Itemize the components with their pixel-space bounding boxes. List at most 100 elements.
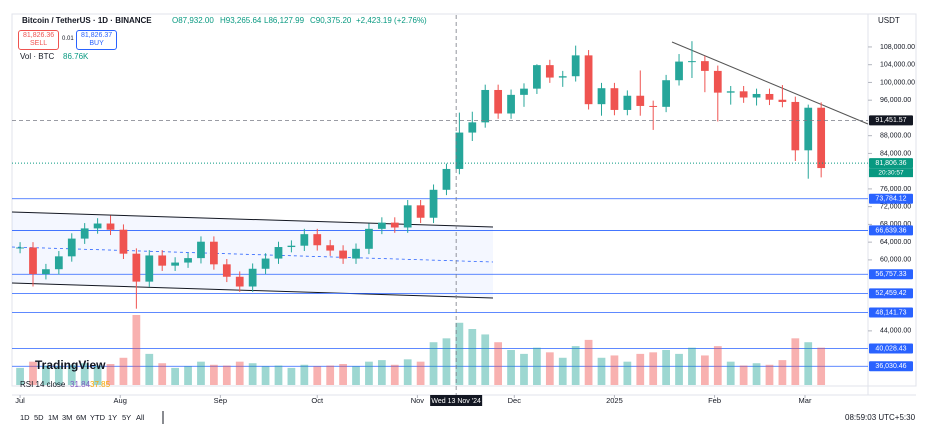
volume-bar <box>636 353 645 385</box>
volume-bar <box>520 353 528 385</box>
x-tick-label: Feb <box>708 396 721 405</box>
level-label: 48,141.73 <box>875 309 906 316</box>
countdown: 20:30:57 <box>878 169 904 176</box>
timeframe-button[interactable]: 1Y <box>108 413 118 422</box>
timeframe-button[interactable]: YTD <box>90 413 105 422</box>
candle-body <box>300 234 309 246</box>
timeframe-button[interactable]: 1M <box>48 413 59 422</box>
y-tick-label: 72,000.00 <box>880 203 911 210</box>
last-price-label: 81,806.36 <box>875 160 906 167</box>
volume-bar <box>662 350 670 385</box>
volume-bar <box>713 346 722 385</box>
candle-body <box>197 241 205 259</box>
candle-body <box>248 268 257 287</box>
candle-body <box>326 245 335 251</box>
volume-bar <box>287 367 296 385</box>
last-price-label-box <box>869 158 913 169</box>
level-label-box <box>869 307 913 318</box>
volume-bar <box>571 346 580 385</box>
candle-body <box>713 70 722 93</box>
y-tick-label: 104,000.00 <box>880 62 915 69</box>
candle-body <box>533 65 541 89</box>
volume-bar <box>171 367 180 385</box>
volume-bar <box>339 364 347 385</box>
candle-body <box>752 93 761 98</box>
volume-bar <box>16 367 24 385</box>
volume-bar <box>675 353 683 385</box>
timeframe-button[interactable]: 5Y <box>122 413 132 422</box>
candle-body <box>610 88 619 110</box>
volume-bar <box>468 329 477 385</box>
volume-bar <box>623 361 632 385</box>
y-tick-label: 96,000.00 <box>880 97 911 104</box>
candle-body <box>184 258 192 263</box>
ohlc-high: H93,265.64 <box>220 16 262 25</box>
volume-bar <box>765 364 774 385</box>
volume-bar <box>791 338 800 385</box>
volume-bar <box>93 365 102 385</box>
volume-bar <box>29 361 37 385</box>
candle-body <box>662 80 670 107</box>
volume-bar <box>739 365 748 385</box>
candle-body <box>455 132 464 169</box>
ohlc-change: +2,423.19 (+2.76%) <box>356 16 427 25</box>
sell-button[interactable]: 81,826.36 SELL <box>18 30 60 50</box>
candle-body <box>158 255 167 266</box>
y-tick-label: 64,000.00 <box>880 239 911 246</box>
buy-price: 81,826.37 <box>81 32 113 39</box>
volume-bar <box>235 361 244 385</box>
candle-body <box>494 89 503 114</box>
candle-body <box>171 262 180 266</box>
channel-upper <box>11 211 494 228</box>
countdown-box <box>869 168 913 178</box>
volume-bar <box>804 342 813 385</box>
candle-body <box>210 241 218 265</box>
candle-body <box>80 228 89 239</box>
volume-bar <box>352 366 360 385</box>
symbol: Bitcoin / TetherUS · 1D · BINANCE <box>22 16 152 25</box>
ohlc-close: C90,375.20 <box>310 16 352 25</box>
channel-mid <box>11 246 494 263</box>
candle-body <box>313 234 322 246</box>
ohlc-low: L86,127.99 <box>264 16 305 25</box>
y-tick-label: 60,000.00 <box>880 257 911 264</box>
level-label: 56,757.33 <box>875 271 906 278</box>
candle-body <box>29 247 37 275</box>
currency[interactable]: USDT <box>878 16 900 25</box>
buy-button[interactable]: 81,826.37 BUY <box>76 30 118 50</box>
timeframe-button[interactable]: 1D <box>20 413 30 422</box>
candle-body <box>377 222 386 229</box>
volume-bar <box>597 357 606 385</box>
y-tick-label: 100,000.00 <box>880 79 915 86</box>
candle-body <box>403 205 412 228</box>
volume-bar <box>54 366 63 385</box>
level-label-box <box>869 269 913 280</box>
trendline <box>671 41 869 125</box>
volume-bar <box>481 334 490 385</box>
volume-bar <box>545 352 554 385</box>
volume-bar <box>700 355 709 385</box>
volume-bar <box>210 364 218 385</box>
timeframe-button[interactable]: 5D <box>34 413 44 422</box>
timeframe-button[interactable]: 6M <box>76 413 87 422</box>
level-label-box <box>869 361 913 372</box>
y-tick-label: 88,000.00 <box>880 133 911 140</box>
candle-body <box>429 189 438 218</box>
volume-bar <box>494 342 503 385</box>
candle-body <box>520 88 528 95</box>
candle-body <box>468 122 477 133</box>
x-tick-label: 2025 <box>606 396 623 405</box>
volume-bar <box>533 347 541 385</box>
level-label-box <box>869 343 913 354</box>
timeframe-button[interactable]: All <box>136 413 145 422</box>
level-label: 52,459.42 <box>875 290 906 297</box>
volume-bar <box>778 360 787 385</box>
timeframe-button[interactable]: 3M <box>62 413 73 422</box>
x-tick-label: Dec <box>508 396 522 405</box>
volume-bar <box>145 353 154 385</box>
candle-body <box>545 65 554 78</box>
rsi-label: RSI 14 close <box>20 380 66 389</box>
candle-body <box>365 228 373 249</box>
volume-bar <box>610 355 619 385</box>
